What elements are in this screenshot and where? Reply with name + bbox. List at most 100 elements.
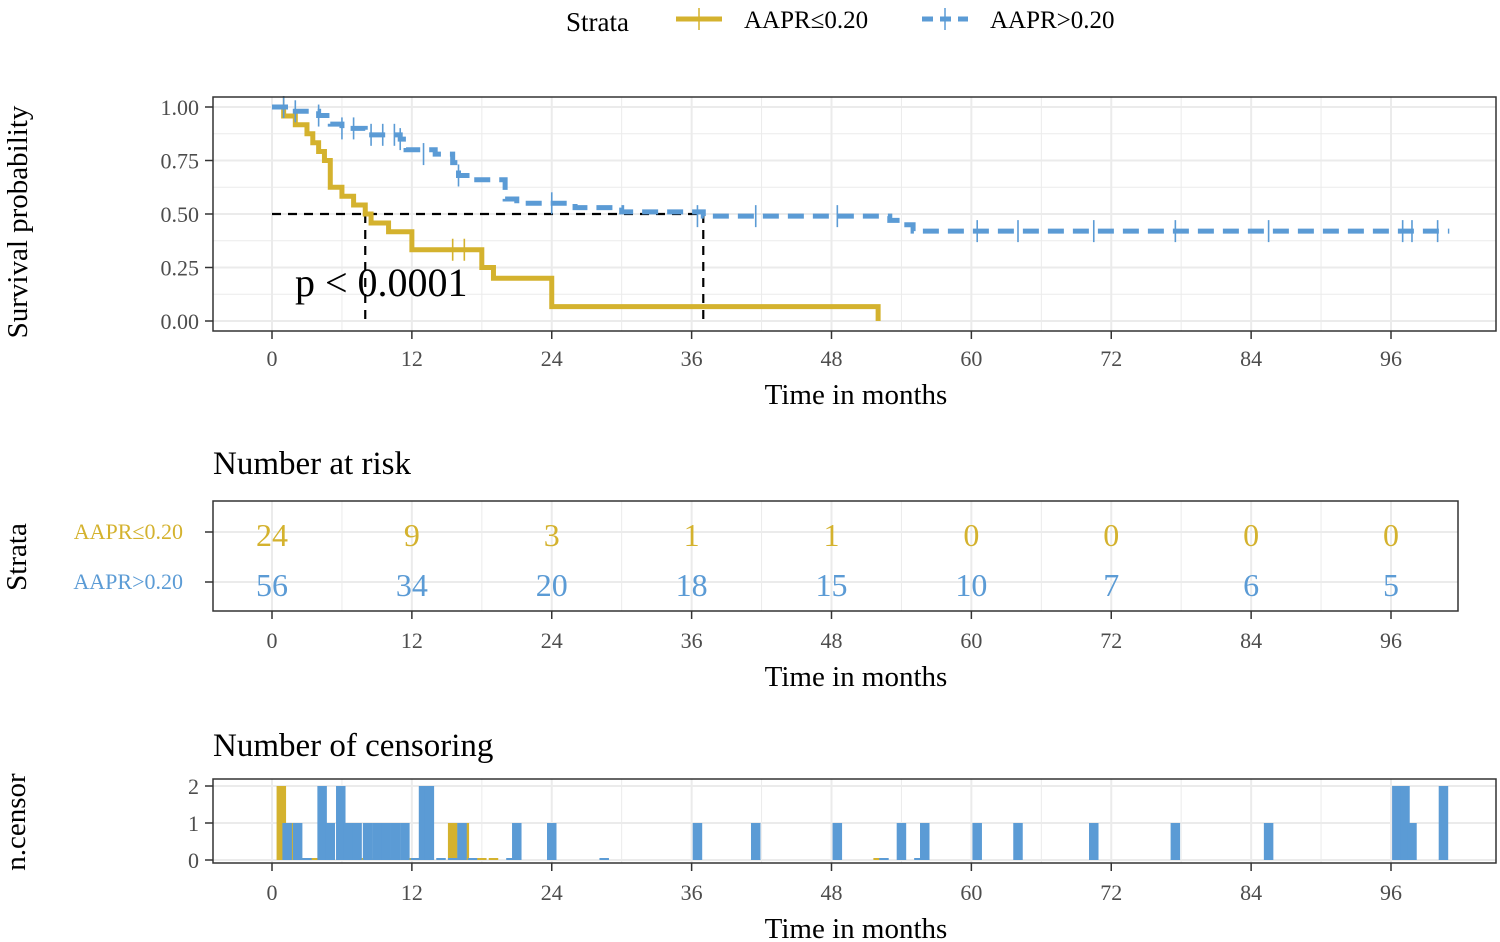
x-tick-label: 60 [960, 880, 982, 905]
risk-count: 1 [824, 517, 840, 553]
survival-curves [272, 96, 1450, 321]
y-tick-label: 0.50 [161, 202, 200, 227]
censor-bar [1438, 786, 1449, 860]
risk-grid [213, 501, 1458, 611]
censor-bar [506, 858, 516, 860]
risk-count: 34 [396, 567, 428, 603]
x-tick-label: 48 [821, 346, 843, 371]
censor-panel: Number of censoring 012 0 12 24 36 48 60 72 84 9… [0, 728, 1497, 942]
censor-bar [282, 823, 292, 860]
risk-table-panel: Number at risk 24 9 3 1 1 0 0 0 056 34 20 18 15 10 7 6 5… [1, 446, 1459, 693]
risk-frame [212, 500, 1459, 612]
censor-x-axis: 0 12 24 36 48 60 72 84 96 [267, 863, 1402, 905]
x-tick-label: 48 [821, 628, 843, 653]
censor-bar [1089, 823, 1099, 860]
survival-curve-low [272, 104, 881, 321]
censor-bar [436, 858, 446, 860]
y-tick-label: 1.00 [161, 95, 200, 120]
survival-panel: p < 0.0001 0.00 0.25 0.50 0.75 1.00 0 12 24 36 4… [2, 95, 1497, 411]
censor-bar [362, 823, 373, 860]
risk-count: 18 [676, 567, 708, 603]
x-tick-label: 72 [1100, 628, 1122, 653]
censor-bar [920, 823, 930, 860]
censor-bar [467, 858, 478, 860]
x-tick-label: 72 [1100, 346, 1122, 371]
legend-item-high[interactable]: AAPR>0.20 [922, 7, 1115, 34]
censor-bar [308, 858, 318, 860]
y-tick-label: 0.25 [161, 256, 200, 281]
x-tick-label: 96 [1380, 346, 1402, 371]
censor-bar [488, 858, 499, 860]
censor-bar [352, 823, 362, 860]
risk-x-title: Time in months [765, 661, 948, 693]
censor-bar [512, 823, 522, 860]
censor-title: Number of censoring [213, 728, 493, 764]
censor-bar [292, 823, 303, 860]
x-tick-label: 60 [960, 628, 982, 653]
censor-bar [1013, 823, 1023, 860]
x-tick-label: 48 [821, 880, 843, 905]
censor-frame [212, 778, 1497, 864]
censor-bar [457, 823, 467, 860]
survival-y-title: Survival probability [2, 105, 34, 338]
risk-count: 20 [536, 567, 568, 603]
censor-bar [914, 858, 924, 860]
legend-item-low[interactable]: AAPR≤0.20 [676, 7, 868, 34]
censor-y-title: n.censor [0, 773, 32, 871]
censor-bar [1407, 823, 1417, 860]
censor-bar [1400, 786, 1410, 860]
censor-bar [1170, 823, 1181, 860]
risk-y-title: Strata [1, 523, 33, 591]
survival-curve-high [272, 104, 1450, 234]
risk-row-label-high: AAPR>0.20 [73, 569, 183, 594]
x-tick-label: 12 [401, 346, 423, 371]
censor-bar [1263, 823, 1274, 860]
x-tick-label: 36 [681, 880, 703, 905]
legend: Strata AAPR≤0.20 AAPR>0.20 [566, 7, 1115, 37]
censor-bar [372, 823, 382, 860]
survival-x-title: Time in months [765, 379, 948, 411]
censor-bar [418, 786, 429, 860]
p-value: p < 0.0001 [295, 260, 468, 305]
censor-bar [302, 858, 312, 860]
x-tick-label: 96 [1380, 880, 1402, 905]
risk-count: 0 [1383, 517, 1399, 553]
risk-count: 6 [1243, 567, 1259, 603]
risk-count: 56 [256, 567, 288, 603]
censor-bar [325, 823, 336, 860]
risk-row-label-low: AAPR≤0.20 [74, 519, 183, 544]
censor-bar [832, 823, 843, 860]
y-tick-label: 0.00 [161, 309, 200, 334]
censor-bar [896, 823, 907, 860]
x-tick-label: 84 [1240, 346, 1262, 371]
risk-count: 9 [404, 517, 420, 553]
censor-bar [343, 823, 353, 860]
risk-count: 0 [1103, 517, 1119, 553]
censor-bar [447, 858, 458, 860]
censor-bar [547, 823, 557, 860]
risk-count: 0 [963, 517, 979, 553]
y-tick-label: 0.75 [161, 149, 200, 174]
x-tick-label: 12 [401, 628, 423, 653]
risk-count: 15 [816, 567, 848, 603]
risk-count: 5 [1383, 567, 1399, 603]
censor-x-title: Time in months [765, 913, 948, 942]
x-tick-label: 0 [267, 628, 278, 653]
x-tick-label: 60 [960, 346, 982, 371]
censor-y-axis: 0 1 2 [188, 774, 213, 873]
censor-y-tick-label: 1 [188, 811, 199, 836]
censor-bar [381, 823, 391, 860]
x-tick-label: 36 [681, 346, 703, 371]
censor-bar [873, 858, 883, 860]
censor-bar [879, 858, 889, 860]
censor-bar [390, 823, 401, 860]
survival-x-axis: 0 12 24 36 48 60 72 84 96 [267, 331, 1402, 371]
censor-bars [276, 786, 1449, 860]
censor-y-tick-label: 0 [188, 848, 199, 873]
x-tick-label: 0 [267, 346, 278, 371]
censor-y-tick-label: 2 [188, 774, 199, 799]
censor-bar [400, 823, 410, 860]
censor-bar [599, 858, 609, 860]
censor-bar [424, 786, 435, 860]
